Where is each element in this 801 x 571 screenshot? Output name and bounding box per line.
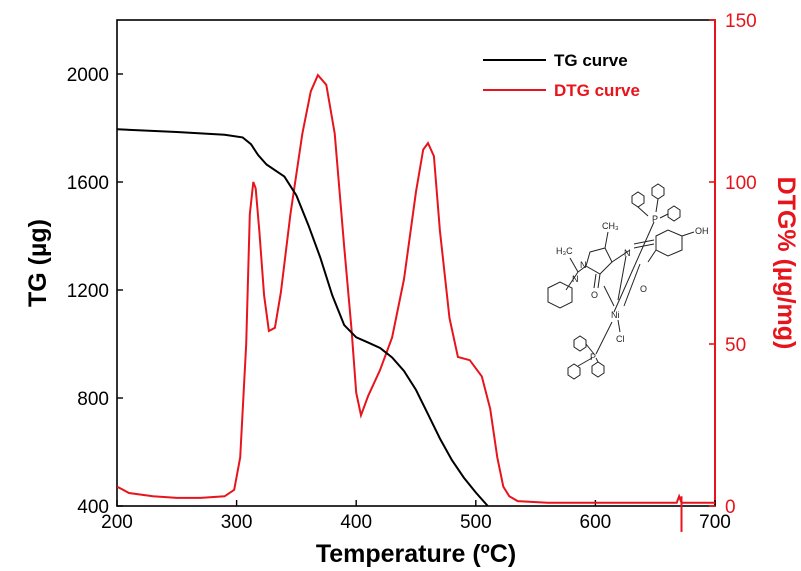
y-axis-title-right: DTG% (µg/mg) [772, 177, 800, 350]
mol-label-n2: N [572, 274, 579, 284]
x-axis-title: Temperature (ºC) [316, 540, 516, 568]
mol-label-p-top: P [652, 214, 658, 224]
mol-label-n1: N [580, 260, 587, 270]
y-left-tick-label-400: 400 [77, 497, 109, 518]
y-right-tick-label-100: 100 [725, 173, 757, 194]
mol-label-o-ni: O [640, 284, 647, 294]
mol-label-ch3-top: CH₃ [602, 221, 619, 231]
y-right-tick-label-0: 0 [725, 497, 736, 518]
legend-label-tg-curve: TG curve [554, 51, 628, 70]
x-tick-label-200: 200 [101, 512, 133, 533]
y-left-tick-label-1200: 1200 [67, 281, 109, 302]
ni-complex-labels: CH₃ H₃C N N N O OH Ni O P P Cl [556, 214, 709, 362]
mol-label-n3: N [624, 248, 631, 258]
x-tick-label-500: 500 [460, 512, 492, 533]
legend: TG curve DTG curve [483, 51, 640, 100]
x-tick-label-400: 400 [340, 512, 372, 533]
x-tick-label-600: 600 [580, 512, 612, 533]
mol-label-cl: Cl [616, 334, 625, 344]
mol-label-h3c: H₃C [556, 246, 573, 256]
x-tick-label-700: 700 [699, 512, 731, 533]
series-line-tg-curve [117, 128, 489, 506]
right-axis-ticks: 0 50 100 150 [709, 11, 757, 518]
left-axis-ticks: 400 800 1200 1600 2000 [67, 65, 123, 518]
y-right-tick-label-50: 50 [725, 335, 746, 356]
y-left-tick-label-800: 800 [77, 389, 109, 410]
ni-complex-structure-icon [547, 183, 695, 380]
legend-label-dtg-curve: DTG curve [554, 81, 640, 100]
x-axis-ticks: 200 300 400 500 600 700 [101, 500, 731, 533]
y-left-tick-label-2000: 2000 [67, 65, 109, 86]
y-left-tick-label-1600: 1600 [67, 173, 109, 194]
mol-label-ni: Ni [611, 310, 620, 320]
mol-label-o-carbonyl: O [591, 290, 598, 300]
y-right-tick-label-150: 150 [725, 11, 757, 32]
mol-label-oh: OH [695, 226, 709, 236]
x-tick-label-300: 300 [221, 512, 253, 533]
series-line-dtg-curve [117, 73, 715, 504]
y-axis-title-left: TG (µg) [24, 219, 52, 307]
mol-label-p-bottom: P [590, 352, 596, 362]
